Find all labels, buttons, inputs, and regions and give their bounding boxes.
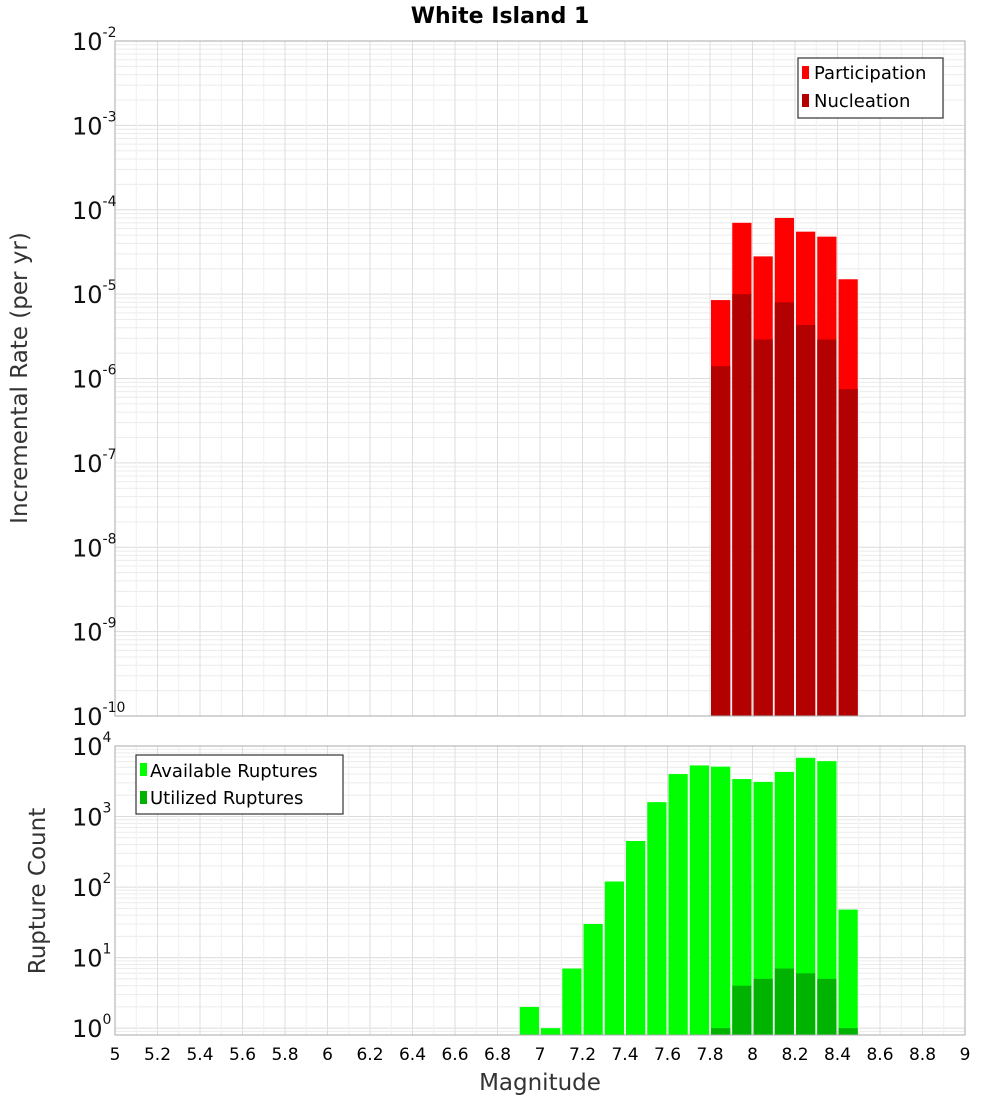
utilized-ruptures-bar [711,1028,731,1035]
rate-plot-border [114,40,966,717]
available-ruptures-bar [647,802,667,1035]
count-legend: Available Ruptures Utilized Ruptures [135,754,344,815]
rate-panel: 10-2 10-3 10-4 10-5 10-6 10-7 10-8 10-9 10-10 In… [7,25,966,731]
y-tick-label: 10-8 [72,531,117,562]
nucleation-bar [838,389,858,716]
nucleation-bar [774,302,794,716]
x-ticks: 5 5.2 5.4 5.6 5.8 6 6.2 6.4 6.6 6.8 7 7.2 7.4 7.6 7.8 8… [110,1045,971,1065]
x-axis-label: Magnitude [479,1070,601,1096]
available-ruptures-bar [796,757,816,1035]
y-tick-label: 10-4 [72,194,117,225]
x-tick-label: 6.8 [484,1045,511,1065]
x-tick-label: 6.6 [441,1045,468,1065]
x-tick-label: 8 [747,1045,758,1065]
available-ruptures-bar [519,1006,539,1035]
y-tick-label: 10-5 [72,278,117,309]
available-ruptures-bar [838,909,858,1035]
count-legend-box [135,754,344,815]
x-tick-label: 9 [960,1045,971,1065]
x-tick-label: 5.6 [229,1045,256,1065]
available-ruptures-bar [562,968,582,1035]
x-tick-label: 5.8 [271,1045,298,1065]
available-ruptures-bar [817,761,837,1035]
count-y-axis-label: Rupture Count [25,808,51,974]
rate-y-ticks: 10-2 10-3 10-4 10-5 10-6 10-7 10-8 10-9 10-10 [72,25,125,731]
legend-label-available: Available Ruptures [150,761,318,782]
x-tick-label: 8.2 [781,1045,808,1065]
legend-swatch-utilized [140,791,147,804]
rate-legend: Participation Nucleation [797,57,944,119]
utilized-ruptures-bar [817,978,837,1035]
utilized-ruptures-bar [753,978,773,1035]
y-tick-label: 10-3 [72,109,117,140]
available-ruptures-bar [689,765,709,1035]
y-tick-label: 103 [72,801,111,832]
y-tick-label: 101 [72,942,111,973]
nucleation-bar [796,325,816,716]
count-y-ticks: 104 103 102 101 100 [72,730,112,1043]
x-tick-label: 5.4 [186,1045,213,1065]
y-tick-label: 10-9 [72,616,117,647]
legend-swatch-participation [802,66,809,79]
y-tick-label: 10-6 [72,363,117,394]
y-tick-label: 104 [72,730,112,761]
x-tick-label: 7.8 [696,1045,723,1065]
x-tick-label: 6.2 [356,1045,383,1065]
legend-label-nucleation: Nucleation [814,91,910,112]
utilized-ruptures-bar [774,968,794,1035]
x-tick-label: 5 [110,1045,121,1065]
available-ruptures-bar [753,781,773,1035]
nucleation-bar [732,294,752,716]
nucleation-bar [753,339,773,716]
y-tick-label: 10-10 [72,700,125,731]
x-tick-label: 7 [535,1045,546,1065]
rate-grid [115,41,965,717]
legend-swatch-nucleation [802,94,809,107]
count-panel: 104 103 102 101 100 5 5.2 5.4 5.6 5.8 6 6.2 6.4 6.6 6… [25,730,970,1096]
y-tick-label: 10-7 [72,447,117,478]
utilized-ruptures-bar [838,1028,858,1035]
count-plot-border [114,745,966,1036]
y-tick-label: 102 [72,871,111,902]
utilized-ruptures-bar [732,985,752,1035]
rate-legend-box [797,57,944,119]
nucleation-bar [817,339,837,716]
x-tick-label: 8.8 [909,1045,936,1065]
legend-label-utilized: Utilized Ruptures [150,788,303,809]
available-ruptures-bar [732,779,752,1035]
count-bars [519,757,858,1035]
x-tick-label: 7.2 [569,1045,596,1065]
available-ruptures-bar [583,923,603,1035]
utilized-ruptures-bar [796,973,816,1035]
legend-swatch-available [140,763,147,776]
available-ruptures-bar [668,774,688,1035]
nucleation-bar [711,366,731,716]
x-tick-label: 6 [322,1045,333,1065]
y-tick-label: 10-2 [72,25,117,56]
available-ruptures-bar [541,1028,561,1035]
rate-y-axis-label: Incremental Rate (per yr) [7,232,33,524]
x-tick-label: 8.4 [824,1045,851,1065]
available-ruptures-bar [626,841,646,1035]
x-tick-label: 6.4 [399,1045,426,1065]
x-tick-label: 7.4 [611,1045,638,1065]
x-tick-label: 5.2 [144,1045,171,1065]
rate-bars [711,217,858,716]
available-ruptures-bar [604,881,624,1035]
legend-label-participation: Participation [814,63,926,84]
chart-title: White Island 1 [411,4,590,29]
x-tick-label: 7.6 [654,1045,681,1065]
x-tick-label: 8.6 [866,1045,893,1065]
y-tick-label: 100 [72,1012,111,1043]
available-ruptures-bar [711,766,731,1035]
